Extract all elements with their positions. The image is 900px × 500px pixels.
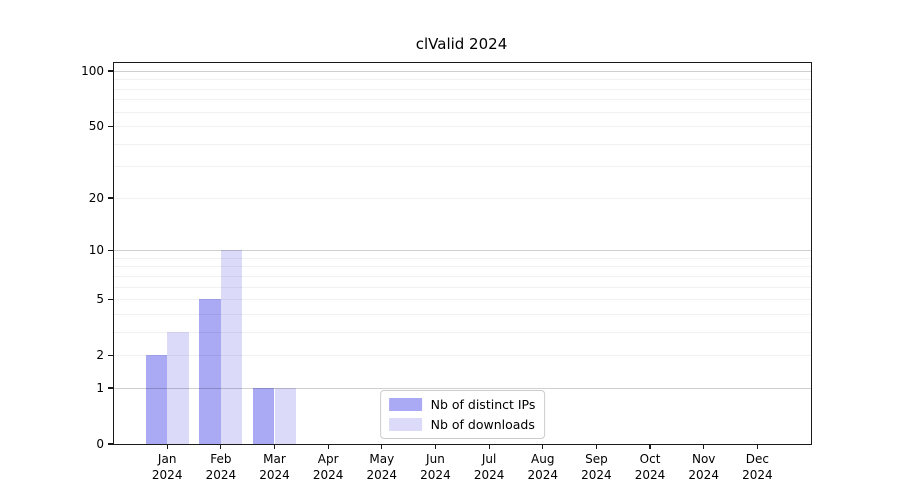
- x-tick-label: Aug 2024: [527, 452, 559, 482]
- y-tick-mark: [108, 443, 113, 445]
- x-tick-label: May 2024: [366, 452, 398, 482]
- x-tick-label: Nov 2024: [688, 452, 719, 482]
- x-tick-label: Jan 2024: [151, 452, 183, 482]
- gridline-minor: [114, 266, 811, 268]
- y-tick-label: 50: [88, 119, 104, 134]
- legend-label: Nb of downloads: [430, 417, 535, 432]
- x-tick-label: Oct 2024: [634, 452, 666, 482]
- gridline-minor: [114, 286, 811, 288]
- gridline-minor: [114, 143, 811, 145]
- gridline-minor: [114, 355, 811, 357]
- y-tick-mark: [108, 354, 113, 356]
- y-tick-label: 0: [96, 437, 104, 451]
- gridline-major: [114, 250, 811, 252]
- gridline-minor: [114, 299, 811, 301]
- y-tick-label: 100: [81, 64, 104, 78]
- y-tick-mark: [108, 197, 113, 199]
- y-tick-mark: [108, 70, 113, 72]
- x-tick-mark: [166, 444, 168, 449]
- x-tick-label: Feb 2024: [205, 452, 237, 482]
- x-tick-mark: [381, 444, 383, 449]
- x-tick-label: Sep 2024: [581, 452, 612, 482]
- bar-downloads-feb: [220, 250, 243, 444]
- x-tick-mark: [703, 444, 705, 449]
- plot-area: 0 1 2 5 10 20 50 100 Jan 2024 Feb 2024 Mar 2024 Ap…: [81, 62, 812, 482]
- y-tick-mark: [108, 298, 113, 300]
- gridline-minor: [114, 99, 811, 101]
- x-tick-mark: [273, 444, 276, 449]
- x-tick-label: Apr 2024: [312, 452, 344, 482]
- legend-item-distinct-ips: Nb of distinct IPs: [388, 397, 536, 412]
- gridline-minor: [114, 275, 811, 277]
- bar-downloads-jan: [167, 331, 189, 444]
- x-tick-mark: [649, 444, 651, 449]
- legend: Nb of distinct IPs Nb of downloads: [379, 390, 546, 439]
- legend-swatch: [388, 418, 422, 431]
- x-tick-label: Dec 2024: [742, 452, 773, 482]
- x-tick-mark: [327, 444, 329, 449]
- y-tick-label: 10: [88, 243, 104, 258]
- x-tick-mark: [488, 444, 490, 449]
- x-tick-mark: [434, 444, 437, 449]
- y-tick-mark: [108, 125, 113, 127]
- gridline-major: [114, 71, 811, 72]
- bar-distinct-ips-mar: [253, 387, 275, 444]
- gridline-minor: [114, 331, 811, 333]
- x-tick-mark: [542, 444, 544, 449]
- gridline-minor: [114, 126, 811, 128]
- y-tick-label: 2: [96, 348, 104, 363]
- y-tick-label: 20: [88, 190, 104, 205]
- x-tick-mark: [756, 444, 758, 449]
- y-tick-label: 5: [96, 292, 104, 307]
- x-tick-mark: [595, 444, 597, 449]
- gridline-minor: [114, 79, 811, 81]
- legend-label: Nb of distinct IPs: [430, 397, 536, 412]
- gridline-minor: [114, 197, 811, 199]
- chart-title: clValid 2024: [415, 35, 508, 53]
- bar-downloads-mar: [274, 387, 296, 444]
- y-tick-mark: [108, 249, 113, 251]
- bar-distinct-ips-feb: [199, 299, 221, 444]
- legend-item-downloads: Nb of downloads: [388, 417, 536, 432]
- bar-distinct-ips-jan: [145, 355, 168, 444]
- gridline-minor: [114, 257, 811, 259]
- x-tick-label: Mar 2024: [259, 452, 290, 482]
- x-tick-label: Jun 2024: [420, 452, 451, 482]
- gridline-minor: [114, 313, 811, 315]
- gridline-minor: [114, 111, 811, 113]
- y-tick-mark: [108, 387, 113, 389]
- y-tick-label: 1: [96, 380, 104, 395]
- x-tick-label: Jul 2024: [473, 452, 505, 482]
- gridline-minor: [114, 88, 811, 90]
- x-tick-mark: [220, 444, 222, 449]
- legend-swatch: [388, 398, 422, 411]
- gridline-major: [114, 387, 811, 389]
- gridline-minor: [114, 166, 811, 168]
